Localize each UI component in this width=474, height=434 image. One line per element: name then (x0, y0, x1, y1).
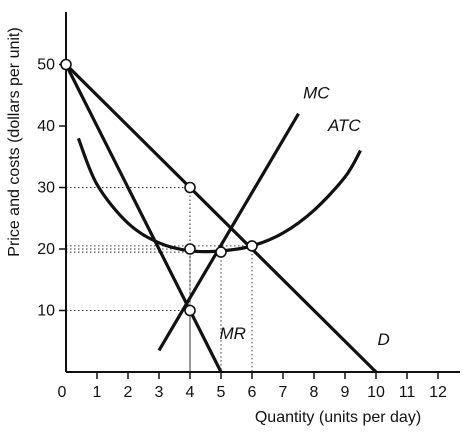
axes (65, 12, 460, 373)
dotted-guides (66, 187, 253, 372)
x-tick-label-8: 8 (310, 384, 319, 401)
origin-label: 0 (58, 384, 67, 401)
series-atc-line (76, 137, 362, 254)
x-tick-label-3: 3 (155, 384, 164, 401)
point-marker-0 (60, 58, 72, 71)
point-marker-2 (184, 243, 196, 255)
point-markers (60, 58, 258, 317)
curve-label-d: D (378, 330, 390, 349)
y-tick-label-30: 30 (37, 180, 55, 197)
x-tick-label-7: 7 (279, 384, 288, 401)
x-tick-label-10: 10 (367, 384, 385, 401)
point-marker-1 (184, 181, 196, 194)
curve-label-mr: MR (219, 324, 245, 343)
y-axis-title: Price and costs (dollars per unit) (6, 27, 23, 256)
curve-labels: MC ATC MR D (219, 83, 389, 349)
x-axis-title: Quantity (units per day) (255, 409, 421, 426)
x-tick-label-6: 6 (248, 384, 257, 401)
point-marker-5 (246, 240, 258, 252)
x-tick-label-12: 12 (429, 384, 447, 401)
x-tick-label-5: 5 (217, 384, 226, 401)
x-tick-label-11: 11 (399, 384, 416, 401)
x-tick-label-4: 4 (186, 384, 195, 401)
series-mr-line (64, 63, 223, 373)
y-tick-label-20: 20 (37, 241, 55, 258)
x-tick-label-1: 1 (93, 384, 102, 401)
curve-label-mc: MC (303, 83, 330, 102)
y-tick-label-10: 10 (37, 303, 55, 320)
curve-label-atc: ATC (327, 116, 361, 135)
y-tick-label-50: 50 (37, 57, 55, 74)
series-mc-line (157, 112, 300, 352)
series-d-line (64, 63, 378, 374)
y-tick-label-40: 40 (37, 118, 55, 135)
x-tick-label-2: 2 (124, 384, 133, 401)
x-tick-label-9: 9 (341, 384, 350, 401)
point-marker-3 (184, 304, 196, 317)
point-marker-4 (215, 246, 227, 258)
